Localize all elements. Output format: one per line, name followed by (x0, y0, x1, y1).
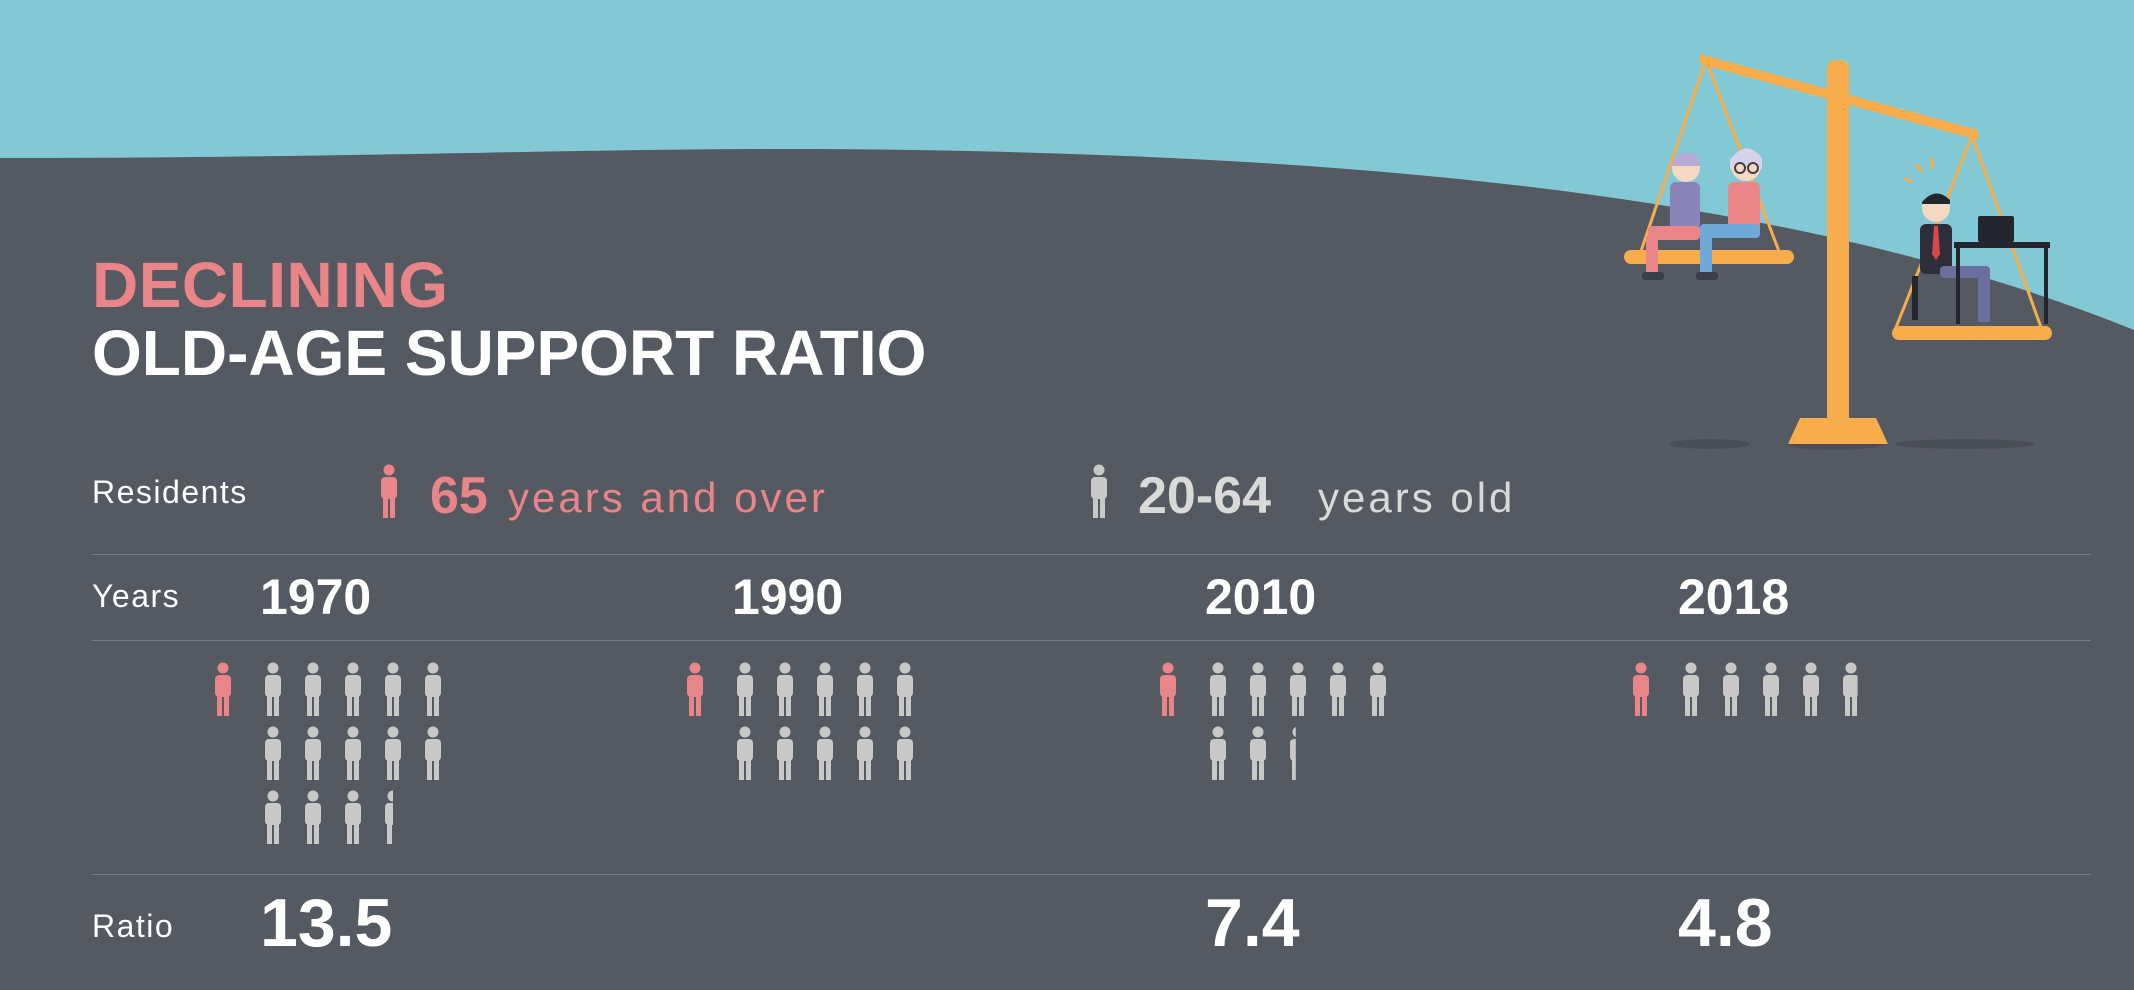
working-icon-2010 (1250, 662, 1266, 716)
right-pan (1892, 326, 2052, 340)
year-1990: 1990 (732, 569, 844, 625)
title-line-1: DECLINING (92, 249, 449, 321)
elderly-person-icon (381, 464, 397, 518)
elderly-couple (1642, 148, 1762, 280)
title-line-2: OLD-AGE SUPPORT RATIO (92, 317, 927, 389)
working-icon-1970 (345, 726, 361, 780)
elderly-icon-2010 (1160, 662, 1176, 716)
working-icon-1970 (425, 662, 441, 716)
ratio-label: Ratio (92, 908, 175, 944)
working-icon-1970 (385, 790, 393, 844)
working-icon-2010 (1290, 726, 1296, 780)
working-icon-1990 (737, 726, 753, 780)
working-icon-1990 (817, 662, 833, 716)
scale-post (1827, 60, 1849, 440)
working-icon-2010 (1370, 662, 1386, 716)
legend-elderly-text: years and over (508, 474, 828, 521)
scale-beam (1700, 54, 1978, 140)
working-icon-2018 (1683, 662, 1699, 716)
working-icon-1970 (425, 726, 441, 780)
working-icon-1990 (897, 726, 913, 780)
working-icon-1970 (305, 790, 321, 844)
working-person-icon (1091, 464, 1107, 518)
year-2018: 2018 (1678, 569, 1790, 625)
working-icon-2018 (1723, 662, 1739, 716)
year-2010: 2010 (1205, 569, 1317, 625)
elderly-icon-1990 (687, 662, 703, 716)
working-icon-1990 (857, 662, 873, 716)
working-icon-1990 (817, 726, 833, 780)
elderly-icon-2018 (1633, 662, 1649, 716)
working-icon-1970 (345, 662, 361, 716)
divider-top (92, 554, 2091, 555)
working-icon-1970 (385, 726, 401, 780)
working-icon-2018 (1763, 662, 1779, 716)
working-icon-2010 (1330, 662, 1346, 716)
working-icon-2010 (1210, 662, 1226, 716)
working-icon-2010 (1210, 726, 1226, 780)
working-icon-1970 (345, 790, 361, 844)
working-adult (1903, 158, 2050, 324)
hill (0, 149, 2134, 990)
working-icon-2010 (1250, 726, 1266, 780)
working-icon-1990 (777, 726, 793, 780)
year-1970: 1970 (260, 569, 372, 625)
ratio-2010: 7.4 (1205, 885, 1300, 961)
working-icon-1990 (737, 662, 753, 716)
legend-working-text: years old (1318, 474, 1516, 521)
balance-scale-illustration (1624, 54, 2052, 450)
working-icon-1970 (265, 662, 281, 716)
ratio-1970: 13.5 (260, 885, 393, 961)
working-icon-1970 (305, 662, 321, 716)
legend-working-number: 20-64 (1138, 467, 1271, 525)
working-icon-1970 (385, 662, 401, 716)
working-icon-2010 (1290, 662, 1306, 716)
divider-bottom (92, 874, 2091, 875)
working-icon-1970 (265, 726, 281, 780)
years-label: Years (92, 578, 181, 614)
ratio-2018: 4.8 (1678, 885, 1773, 961)
working-icon-1990 (857, 726, 873, 780)
working-icon-1990 (737, 791, 753, 845)
working-icon-1970 (265, 790, 281, 844)
scale-base (1788, 418, 1888, 444)
working-icon-2018 (1843, 662, 1858, 716)
divider-middle (92, 640, 2091, 641)
working-icon-1970 (305, 726, 321, 780)
residents-label: Residents (92, 474, 248, 510)
working-icon-1990 (777, 662, 793, 716)
working-icon-2018 (1803, 662, 1819, 716)
legend-elderly-number: 65 (430, 467, 488, 525)
elderly-icon-1970 (215, 662, 231, 716)
working-icon-1990 (897, 662, 913, 716)
